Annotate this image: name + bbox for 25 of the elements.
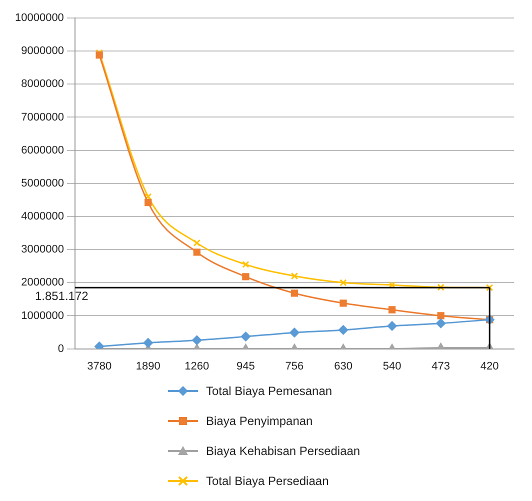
y-tick-label: 0 <box>58 342 64 355</box>
x-tick-label: 945 <box>236 360 255 372</box>
legend-label: Total Biaya Pemesanan <box>206 384 332 398</box>
legend-label: Biaya Kehabisan Persediaan <box>206 444 360 458</box>
ref-line-label: 1.851.172 <box>34 288 89 303</box>
y-tick-label: 6000000 <box>21 144 64 156</box>
y-tick-label: 3000000 <box>21 244 64 256</box>
y-tick-label: 7000000 <box>21 111 64 124</box>
y-tick-label: 5000000 <box>21 177 64 190</box>
x-tick-label: 1890 <box>136 360 160 372</box>
x-tick-label: 1260 <box>184 360 210 372</box>
x-tick-label: 420 <box>480 360 499 372</box>
y-tick-label: 8000000 <box>21 78 64 90</box>
x-tick-label: 630 <box>334 360 352 372</box>
y-tick-label: 10000000 <box>14 12 64 24</box>
legend-label: Biaya Penyimpanan <box>206 414 313 428</box>
y-tick-label: 9000000 <box>21 45 64 58</box>
x-tick-label: 3780 <box>87 360 112 372</box>
x-tick-label: 756 <box>285 360 304 372</box>
y-tick-label: 1000000 <box>21 310 64 322</box>
x-tick-label: 540 <box>382 360 402 372</box>
y-tick-label: 4000000 <box>21 210 64 223</box>
legend-label: Total Biaya Persediaan <box>206 474 329 488</box>
x-tick-label: 473 <box>432 360 450 372</box>
y-tick-label: 2000000 <box>21 276 64 289</box>
